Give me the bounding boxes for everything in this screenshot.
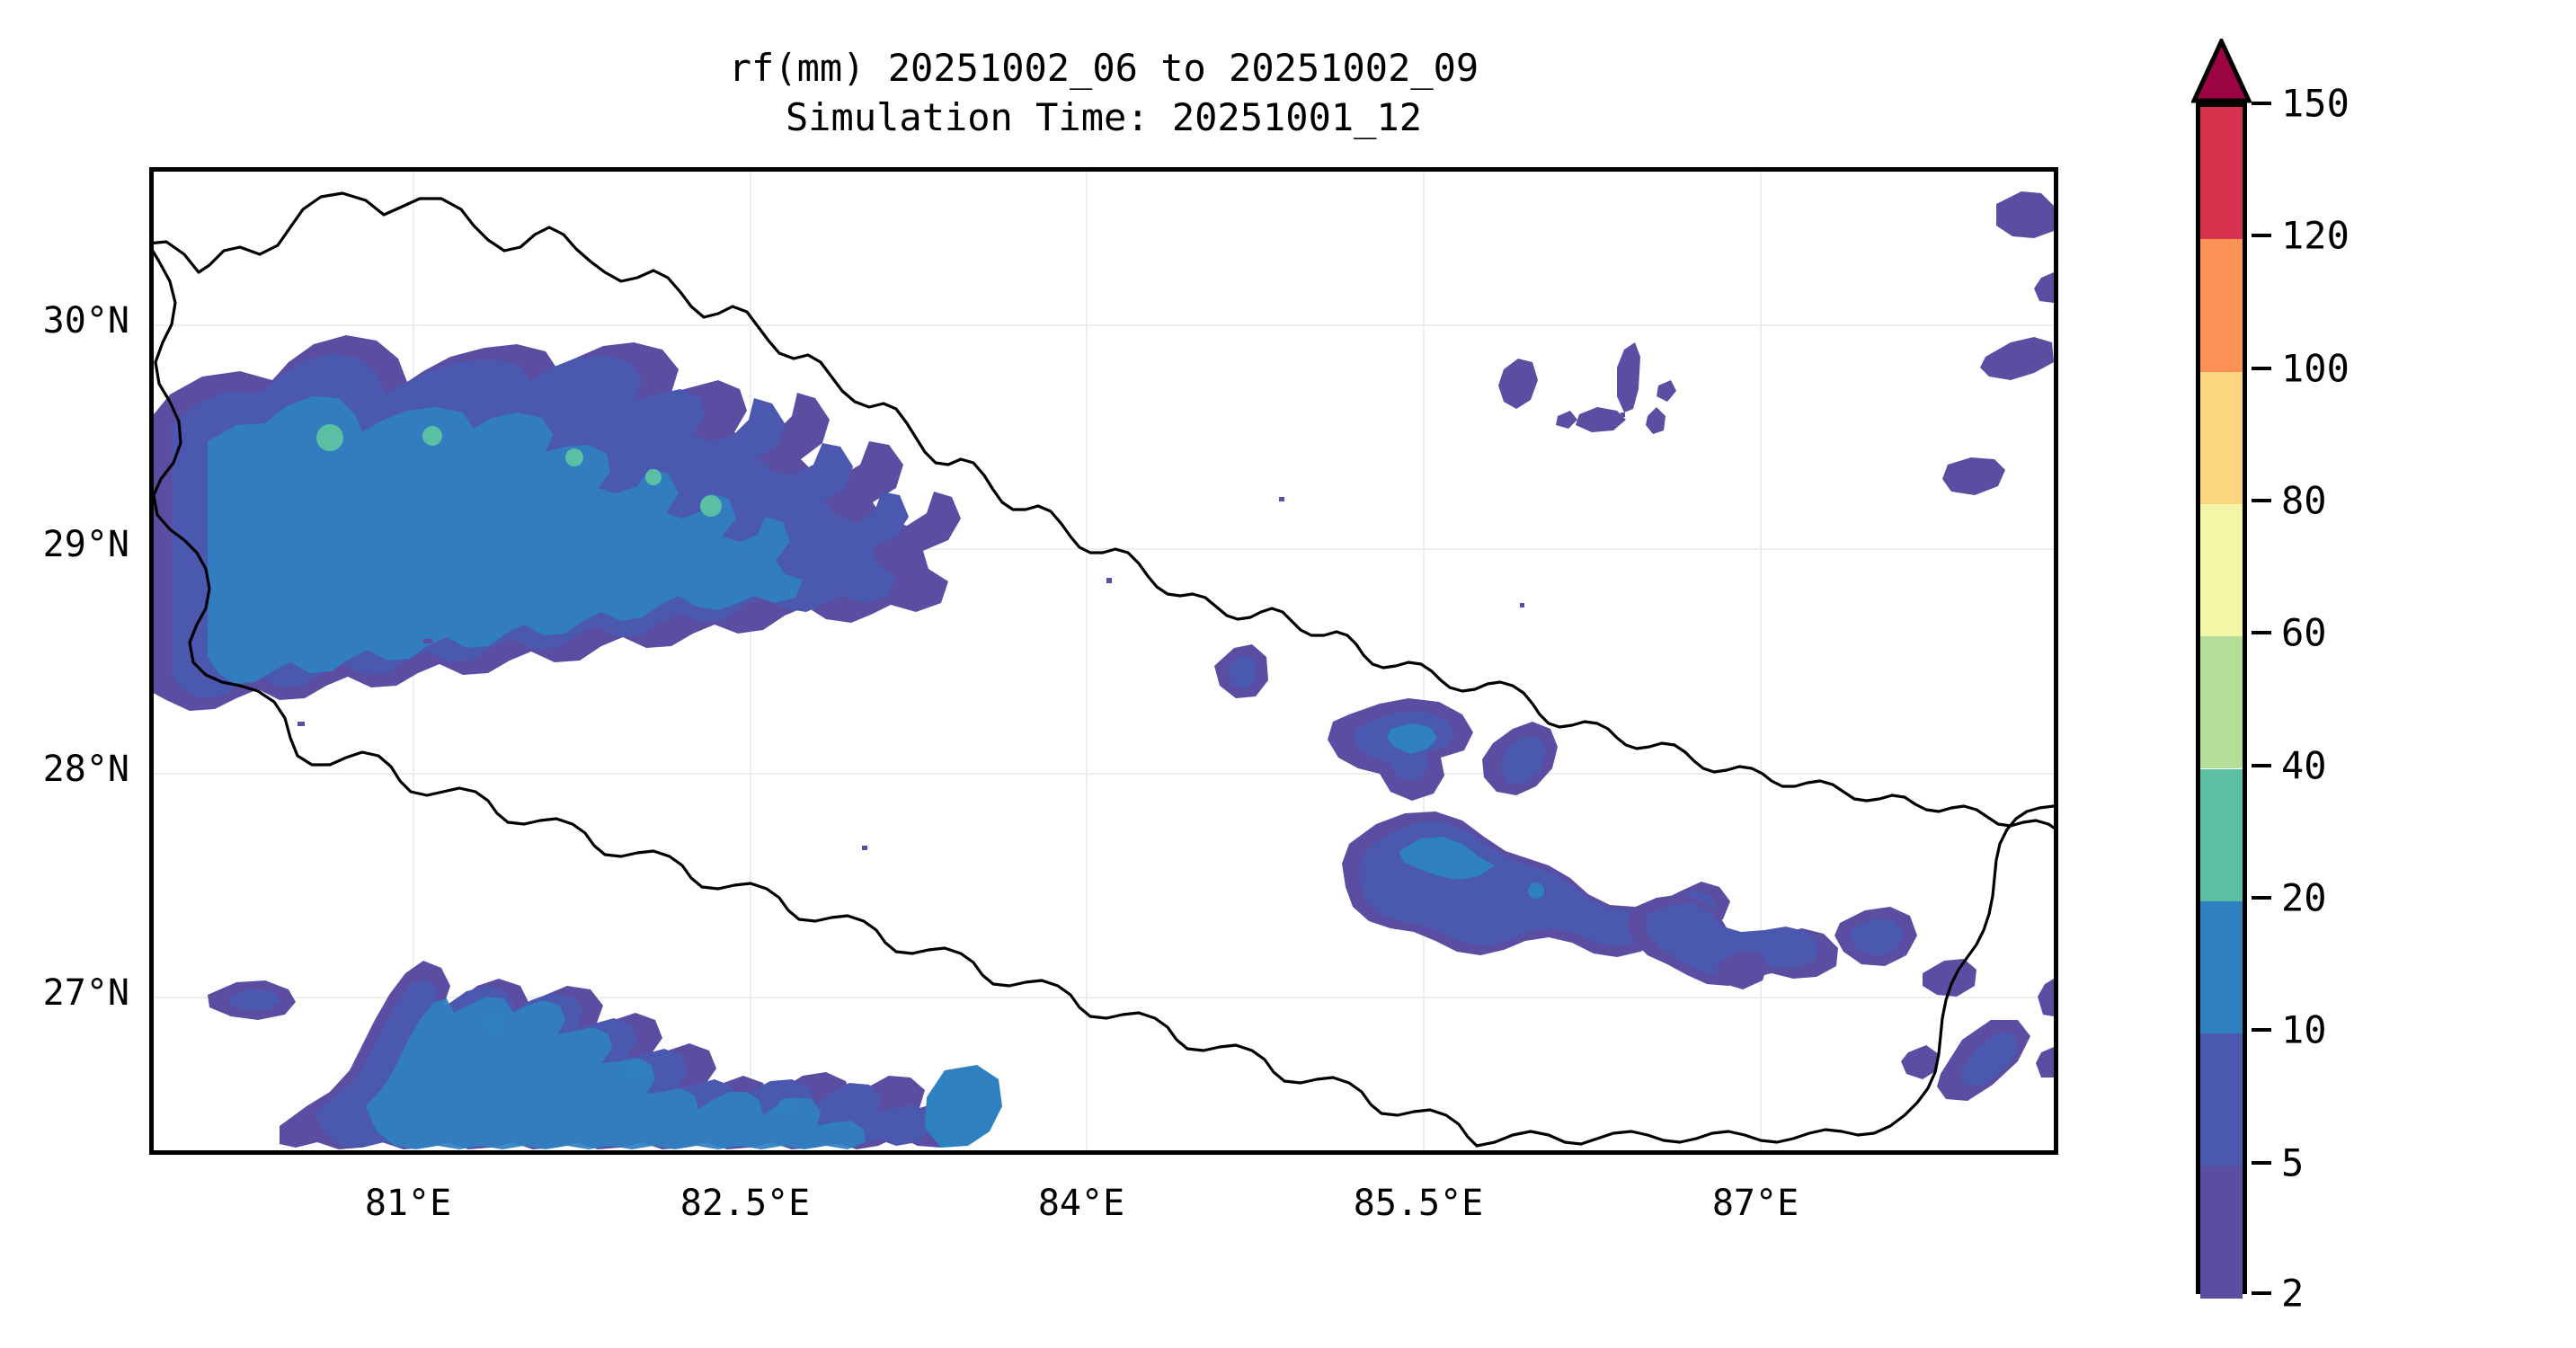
- gridline-lon-84: [1086, 172, 1088, 1150]
- colorbar-segment-80-100: [2200, 371, 2243, 504]
- colorbar-label-80: 80: [2281, 478, 2327, 523]
- colorbar-label-100: 100: [2281, 346, 2349, 391]
- colorbar-extend-arrow: [2191, 39, 2252, 103]
- colorbar[interactable]: [2196, 102, 2247, 1299]
- colorbar-tick-120: [2252, 234, 2271, 237]
- colorbar-segment-10-20: [2200, 900, 2243, 1034]
- colorbar-tick-5: [2252, 1161, 2271, 1165]
- ytick-29: 29°N: [42, 524, 129, 565]
- colorbar-label-60: 60: [2281, 610, 2327, 655]
- gridline-lat-29: [154, 548, 2054, 550]
- precip-region-central-eastern-belt: [1214, 644, 2054, 1101]
- colorbar-segment-2-5: [2200, 1166, 2243, 1299]
- chart-title-line-1: rf(mm) 20251002_06 to 20251002_09: [728, 46, 1479, 90]
- gridline-lon-855: [1423, 172, 1425, 1150]
- precip-region-southwest-terai: [208, 961, 1002, 1149]
- map-canvas: [154, 172, 2054, 1150]
- gridline-lat-30: [154, 324, 2054, 326]
- colorbar-segment-120-150: [2200, 107, 2243, 240]
- colorbar-tick-80: [2252, 499, 2271, 502]
- colorbar-segment-5-10: [2200, 1033, 2243, 1166]
- colorbar-label-5: 5: [2281, 1140, 2305, 1185]
- colorbar-label-120: 120: [2281, 213, 2349, 258]
- nepal-border-outline: [154, 191, 2054, 1148]
- colorbar-tick-150: [2252, 102, 2271, 105]
- ytick-27: 27°N: [42, 972, 129, 1014]
- precipitation-contour-field: [154, 191, 2054, 1149]
- colorbar-segment-60-80: [2200, 503, 2243, 637]
- colorbar-segment-40-60: [2200, 636, 2243, 769]
- ytick-28: 28°N: [42, 749, 129, 790]
- colorbar-label-10: 10: [2281, 1007, 2327, 1052]
- map-plot-area: [149, 167, 2058, 1155]
- colorbar-segment-20-40: [2200, 768, 2243, 901]
- gridline-lat-27: [154, 997, 2054, 998]
- gridline-lon-87: [1760, 172, 1762, 1150]
- precip-region-far-western: [154, 335, 961, 711]
- ytick-30: 30°N: [42, 300, 129, 341]
- colorbar-tick-10: [2252, 1028, 2271, 1032]
- chart-title: rf(mm) 20251002_06 to 20251002_09 Simula…: [149, 43, 2058, 143]
- xtick-84: 84°E: [1037, 1183, 1125, 1224]
- xtick-81: 81°E: [364, 1183, 452, 1224]
- colorbar-tick-100: [2252, 367, 2271, 370]
- colorbar-label-2: 2: [2281, 1271, 2305, 1316]
- colorbar-label-20: 20: [2281, 875, 2327, 920]
- precip-region-northern-scatter: [298, 191, 2054, 850]
- gridline-lat-28: [154, 773, 2054, 775]
- colorbar-label-40: 40: [2281, 743, 2327, 788]
- colorbar-segment-100-120: [2200, 239, 2243, 372]
- xtick-855: 85.5°E: [1353, 1183, 1484, 1224]
- colorbar-tick-60: [2252, 631, 2271, 634]
- chart-title-line-2: Simulation Time: 20251001_12: [785, 95, 1422, 140]
- colorbar-tick-40: [2252, 764, 2271, 767]
- xtick-87: 87°E: [1711, 1183, 1799, 1224]
- colorbar-tick-2: [2252, 1291, 2271, 1295]
- xtick-825: 82.5°E: [680, 1183, 811, 1224]
- colorbar-label-150: 150: [2281, 81, 2349, 126]
- colorbar-tick-20: [2252, 896, 2271, 900]
- gridline-lon-825: [750, 172, 751, 1150]
